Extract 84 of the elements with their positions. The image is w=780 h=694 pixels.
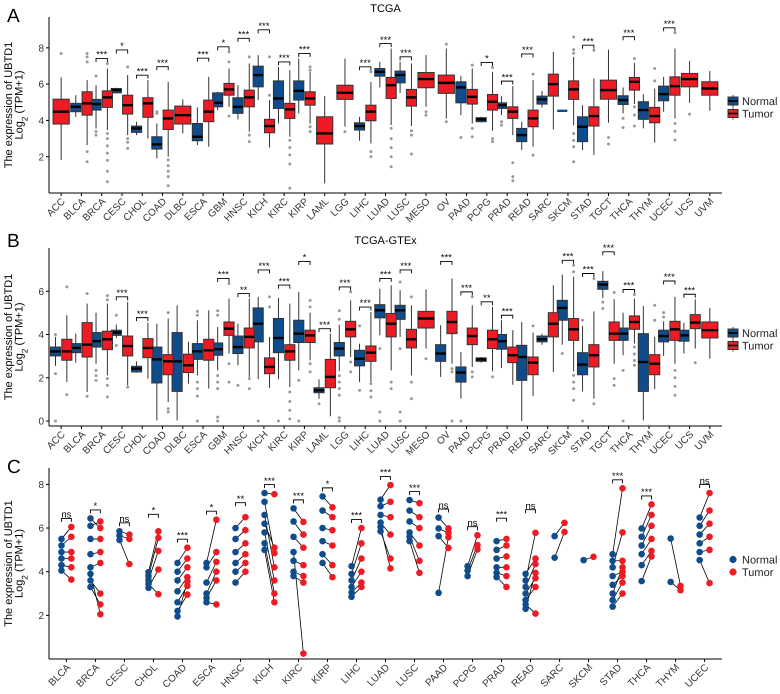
annotation: *** (496, 509, 508, 520)
annotation: *** (176, 530, 188, 542)
annotation: *** (612, 471, 624, 482)
y-tick-label: 2 (38, 373, 44, 384)
annotation: * (210, 502, 214, 514)
annotation: *** (380, 270, 392, 281)
annotation: *** (380, 468, 392, 479)
y-tick-label: 4 (38, 567, 44, 578)
chart-title: TCGA-GTEx (354, 235, 418, 247)
annotation: * (326, 479, 330, 490)
y-tick-label: 8 (38, 43, 44, 54)
text: B (7, 231, 20, 252)
annotation: *** (350, 510, 362, 522)
annotation: *** (360, 298, 372, 310)
annotation: ns (468, 518, 478, 529)
annotation: *** (641, 487, 652, 498)
annotation: *** (623, 28, 635, 39)
annotation: * (152, 506, 156, 517)
annotation: *** (339, 278, 351, 290)
annotation: *** (582, 36, 594, 48)
annotation: * (221, 38, 226, 50)
annotation: ** (240, 284, 248, 296)
annotation: *** (400, 48, 412, 60)
annotation: *** (258, 21, 270, 32)
annotation: *** (602, 243, 614, 254)
annotation: *** (400, 261, 412, 272)
annotation: *** (136, 66, 148, 78)
annotation: *** (360, 58, 372, 69)
annotation: ns (526, 500, 536, 512)
annotation: *** (278, 53, 290, 64)
annotation: *** (156, 58, 168, 69)
annotation: * (120, 41, 124, 52)
annotation: *** (136, 308, 148, 320)
y-tick-label: 6 (38, 80, 44, 91)
annotation: *** (319, 320, 331, 331)
annotation: *** (582, 264, 594, 276)
annotation: ns (438, 500, 449, 512)
y-tick-label: 2 (38, 610, 44, 622)
legend-label: Normal (742, 96, 778, 108)
annotation: *** (502, 306, 513, 318)
y-tick-label: 0 (38, 416, 44, 428)
y-tick-label: 4 (38, 330, 44, 342)
text: C (7, 457, 21, 478)
y-tick-label: 6 (38, 286, 44, 298)
annotation: *** (116, 288, 128, 300)
legend-label: Tumor (742, 108, 774, 120)
annotation: *** (292, 491, 304, 502)
chart-title: TCGA (370, 3, 402, 15)
annotation: *** (278, 276, 290, 288)
annotation: *** (664, 272, 676, 284)
legend-label: Normal (742, 328, 778, 340)
text: A (7, 6, 20, 27)
legend-label: Tumor (742, 340, 774, 352)
annotation: *** (258, 261, 270, 272)
legend-label: Normal (742, 554, 778, 566)
annotation: * (94, 501, 98, 512)
annotation: *** (96, 50, 108, 61)
annotation: *** (380, 34, 392, 46)
annotation: *** (502, 72, 513, 84)
annotation: ns (61, 510, 72, 521)
legend-label: Tumor (742, 567, 774, 579)
annotation: ns (700, 476, 710, 487)
y-tick-label: 8 (38, 480, 44, 491)
annotation: *** (461, 283, 472, 294)
annotation: *** (198, 49, 209, 60)
annotation: ** (236, 494, 244, 505)
annotation: *** (298, 44, 310, 56)
annotation: *** (408, 482, 420, 494)
y-tick-label: 2 (38, 152, 44, 164)
y-tick-label: 4 (38, 116, 44, 127)
annotation: *** (562, 252, 574, 263)
annotation: *** (218, 270, 230, 281)
annotation: *** (238, 30, 250, 41)
annotation: * (485, 54, 490, 65)
y-tick-label: 6 (38, 524, 44, 535)
annotation: ns (119, 514, 130, 526)
annotation: ** (483, 293, 491, 304)
annotation: *** (684, 285, 696, 296)
annotation: *** (264, 476, 276, 487)
annotation: *** (623, 280, 635, 292)
annotation: * (302, 252, 307, 264)
annotation: *** (664, 18, 676, 30)
annotation: *** (522, 45, 534, 56)
annotation: *** (440, 252, 452, 264)
